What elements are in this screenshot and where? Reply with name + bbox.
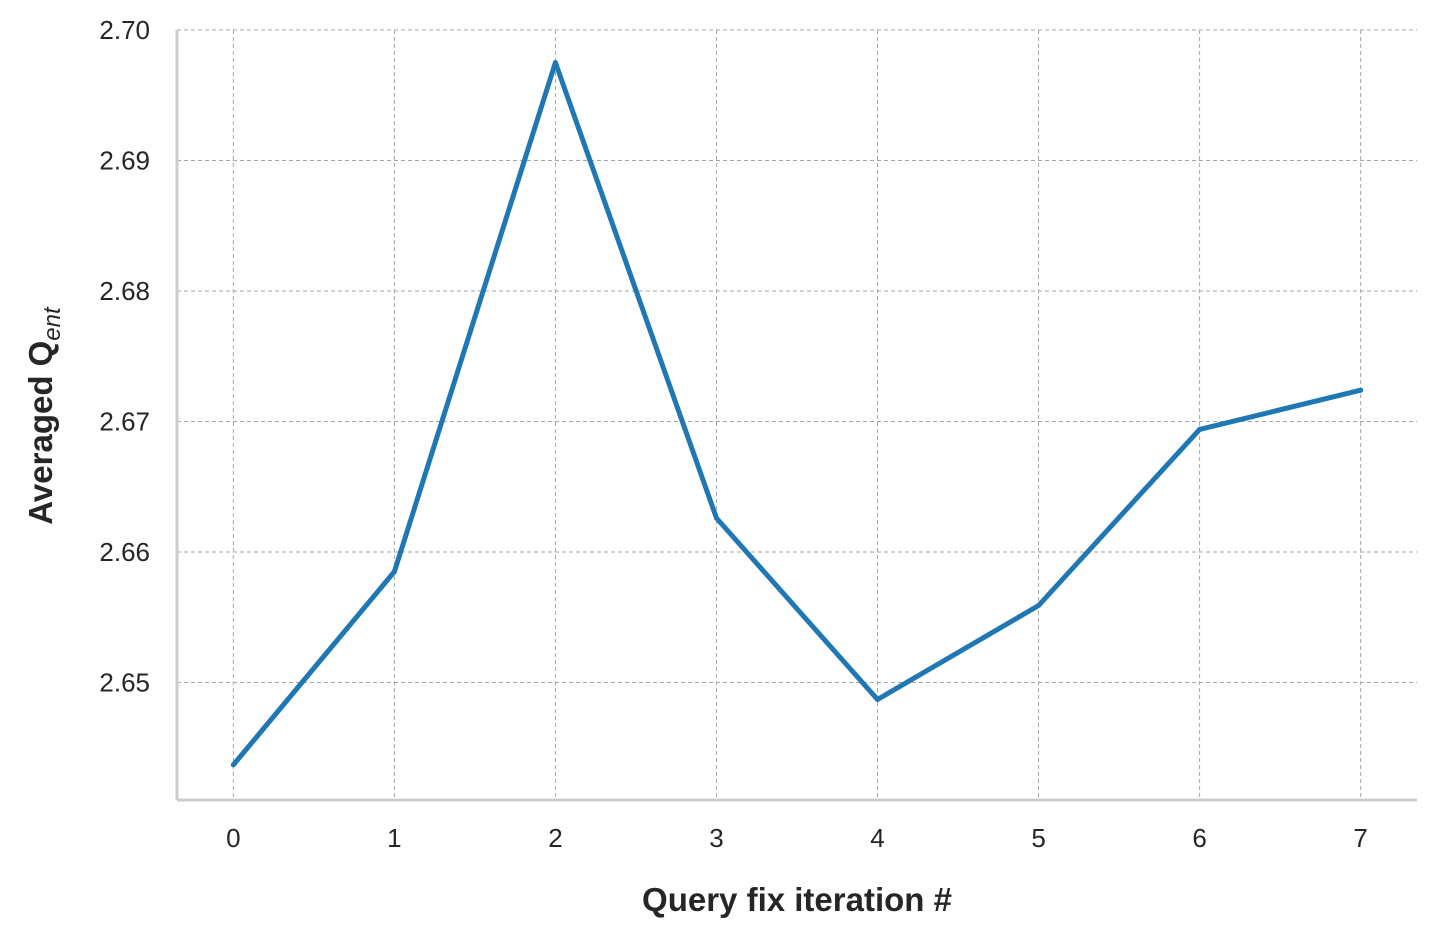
- y-grid: [177, 29, 1417, 684]
- data-point: [713, 515, 719, 521]
- x-tick-label: 3: [709, 823, 723, 853]
- x-tick-label: 7: [1353, 823, 1367, 853]
- data-point: [552, 60, 558, 66]
- x-grid: [232, 30, 1362, 800]
- data-point: [875, 697, 881, 703]
- y-axis-label-main: Averaged Q: [22, 341, 59, 525]
- data-point: [391, 569, 397, 575]
- data-point: [1197, 426, 1203, 432]
- series-line-0: [230, 60, 1364, 768]
- y-tick-label: 2.68: [99, 276, 150, 306]
- data-point: [1358, 387, 1364, 393]
- x-tick-label: 5: [1031, 823, 1045, 853]
- y-tick-label: 2.70: [99, 15, 150, 45]
- series-group: [230, 60, 1364, 768]
- x-tick-label: 2: [548, 823, 562, 853]
- y-tick-label: 2.67: [99, 407, 150, 437]
- y-tick-label: 2.65: [99, 668, 150, 698]
- x-tick-label: 6: [1192, 823, 1206, 853]
- x-tick-label: 0: [226, 823, 240, 853]
- y-tick-labels: 2.65 2.66 2.67 2.68 2.69 2.70: [99, 15, 150, 698]
- data-point: [230, 762, 236, 768]
- y-tick-label: 2.66: [99, 537, 150, 567]
- data-point: [1036, 603, 1042, 609]
- x-axis-label: Query fix iteration #: [642, 881, 952, 918]
- x-tick-label: 1: [387, 823, 401, 853]
- y-axis-label-subscript: ent: [39, 306, 66, 341]
- x-tick-labels: 0 1 2 3 4 5 6 7: [226, 823, 1368, 853]
- y-axis-label: Averaged Qent: [22, 306, 66, 525]
- x-tick-label: 4: [870, 823, 884, 853]
- y-tick-label: 2.69: [99, 146, 150, 176]
